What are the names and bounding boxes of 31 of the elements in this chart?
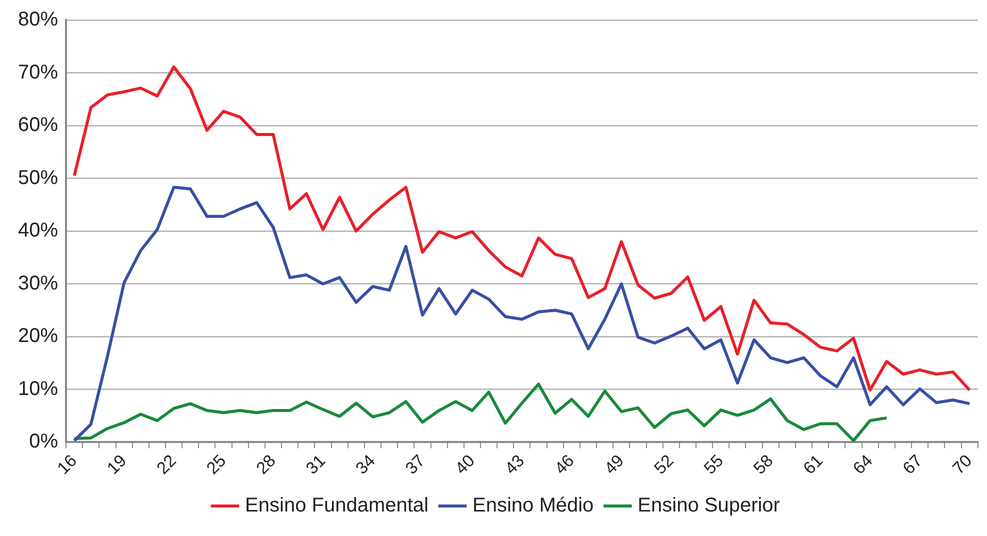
- x-tick-label: 25: [202, 451, 230, 478]
- x-tick-label: 34: [352, 451, 379, 478]
- x-tick-label: 16: [54, 451, 80, 478]
- x-tick-label: 31: [302, 451, 330, 478]
- y-tick-label: 20%: [18, 325, 58, 348]
- x-tick-label: 58: [750, 451, 777, 478]
- y-tick-label: 30%: [18, 272, 58, 294]
- y-tick-label: 0%: [29, 430, 58, 453]
- legend-label: Ensino Superior: [638, 494, 780, 517]
- y-tick-label: 40%: [18, 220, 58, 242]
- x-tick-label: 37: [402, 451, 429, 478]
- x-tick-label: 64: [849, 451, 876, 478]
- y-tick-label: 60%: [18, 114, 58, 136]
- x-tick-label: 67: [899, 451, 926, 478]
- legend-label: Ensino Médio: [472, 494, 594, 517]
- x-tick-label: 46: [551, 451, 578, 478]
- x-tick-label: 52: [650, 451, 678, 478]
- x-tick-label: 49: [600, 451, 628, 478]
- y-tick-label: 10%: [18, 378, 58, 400]
- legend-label: Ensino Fundamental: [245, 494, 428, 517]
- x-tick-label: 70: [948, 451, 976, 478]
- y-tick-label: 70%: [18, 61, 58, 84]
- x-tick-label: 19: [103, 451, 130, 478]
- x-tick-label: 28: [252, 451, 280, 478]
- x-tick-label: 40: [452, 451, 478, 478]
- x-tick-label: 43: [501, 451, 528, 478]
- x-tick-label: 22: [153, 451, 180, 478]
- x-tick-label: 55: [700, 451, 728, 478]
- y-tick-label: 80%: [18, 8, 58, 31]
- x-tick-label: 61: [800, 451, 826, 478]
- y-tick-label: 50%: [18, 166, 58, 189]
